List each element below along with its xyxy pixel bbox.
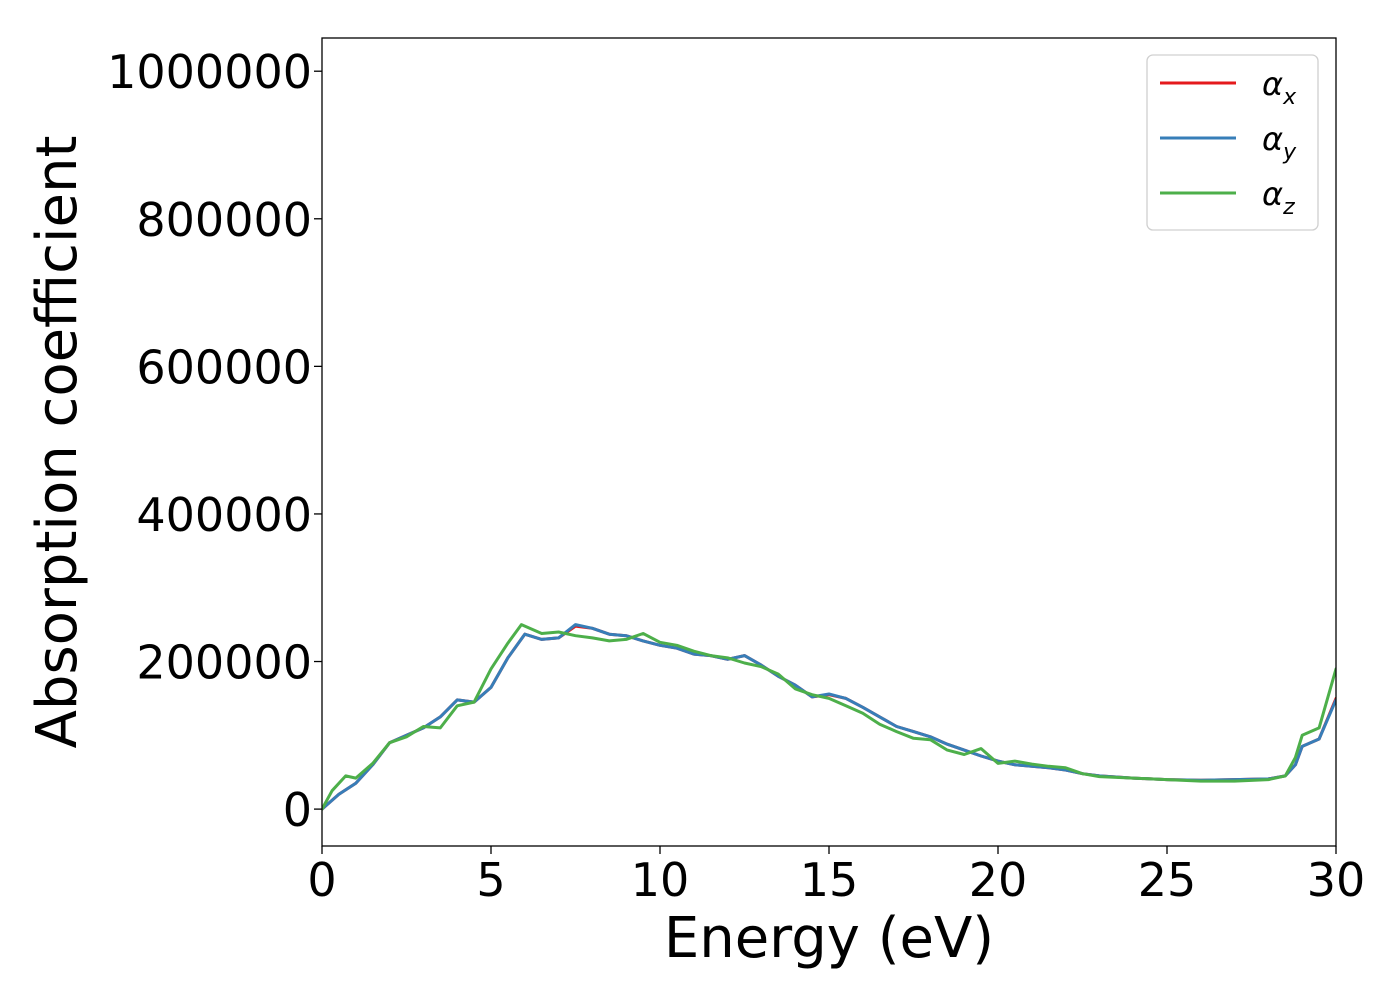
legend: αx αy αz: [1146, 54, 1319, 231]
x-tick-label: 15: [800, 853, 859, 907]
y-tick-label: 400000: [136, 488, 312, 542]
legend-label-z: αz: [1262, 175, 1295, 220]
x-tick-label: 5: [476, 853, 505, 907]
series-line-z: [322, 623, 1336, 811]
x-tick-label: 25: [1138, 853, 1197, 907]
y-tick-label: 200000: [136, 636, 312, 690]
x-tick-label: 10: [631, 853, 690, 907]
legend-frame: [1146, 54, 1319, 231]
legend-label-x: αx: [1262, 65, 1297, 110]
y-tick-label: 0: [283, 783, 312, 837]
y-axis-title: Absorption coefficient: [25, 136, 90, 749]
y-tick-label: 1000000: [107, 45, 312, 99]
x-tick-label: 20: [969, 853, 1028, 907]
x-axis: 0 5 10 15 20 25 30: [307, 846, 1365, 907]
y-tick-label: 800000: [136, 193, 312, 247]
legend-label-y: αy: [1262, 120, 1297, 165]
y-axis: 0 200000 400000 600000 800000 1000000: [107, 45, 322, 837]
x-tick-label: 30: [1307, 853, 1366, 907]
y-tick-label: 600000: [136, 340, 312, 394]
x-axis-title: Energy (eV): [664, 906, 994, 971]
plot-lines: [322, 623, 1336, 811]
x-tick-label: 0: [307, 853, 336, 907]
